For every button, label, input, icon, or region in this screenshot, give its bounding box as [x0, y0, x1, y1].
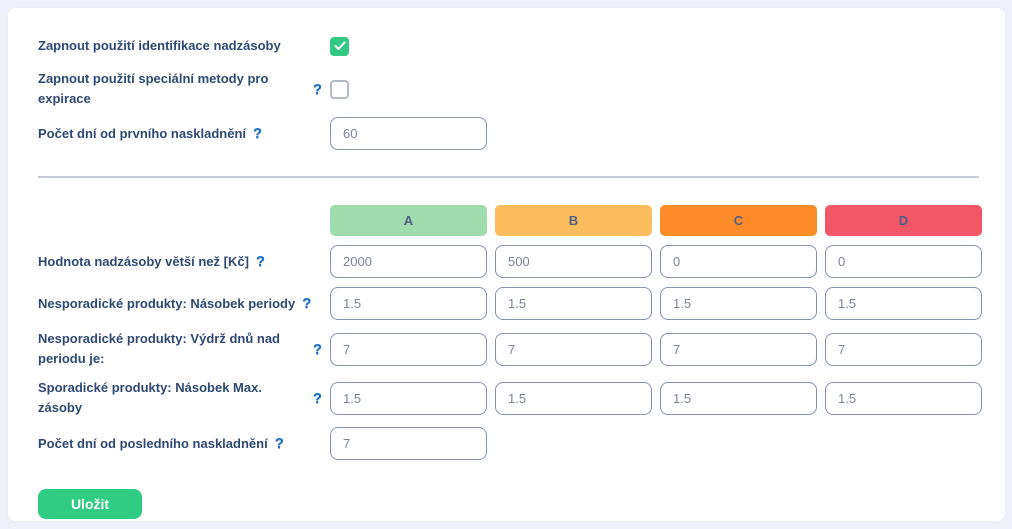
- matrix-row-label-overstock-value: Hodnota nadzásoby větší než [Kč] ?: [38, 252, 322, 272]
- overstock-value-input-d[interactable]: [825, 245, 982, 278]
- identification-toggle-label: Zapnout použití identifikace nadzásoby: [38, 36, 322, 56]
- identification-toggle-label-text: Zapnout použití identifikace nadzásoby: [38, 38, 281, 53]
- max-stock-multiple-input-c[interactable]: [660, 381, 817, 415]
- save-button[interactable]: Uložit: [38, 489, 142, 519]
- row-first-stocking-days: Počet dní od prvního naskladnění ?: [38, 117, 979, 150]
- expiration-toggle-label: Zapnout použití speciální metody pro exp…: [38, 69, 322, 109]
- help-icon[interactable]: ?: [312, 340, 322, 358]
- identification-toggle-checkbox[interactable]: [330, 36, 349, 56]
- matrix-row-label-text: Hodnota nadzásoby větší než [Kč]: [38, 253, 249, 269]
- matrix-row-label-text: Nesporadické produkty: Výdrž dnů nad per…: [38, 331, 280, 366]
- period-multiple-input-d[interactable]: [825, 287, 982, 320]
- expiration-toggle-label-text: Zapnout použití speciální metody pro exp…: [38, 71, 269, 106]
- first-stocking-days-label: Počet dní od prvního naskladnění ?: [38, 124, 322, 144]
- max-stock-multiple-input-b[interactable]: [495, 381, 652, 415]
- period-multiple-input-a[interactable]: [330, 287, 487, 320]
- empty-cell: [495, 427, 652, 460]
- matrix-row-label-last-stocking-days: Počet dní od posledního naskladnění ?: [38, 434, 322, 454]
- days-endurance-input-a[interactable]: [330, 332, 487, 366]
- overstock-value-input-c[interactable]: [660, 245, 817, 278]
- abcd-matrix: A B C D Hodnota nadzásoby větší než [Kč]…: [38, 205, 982, 460]
- matrix-row-label-days-endurance: Nesporadické produkty: Výdrž dnů nad per…: [38, 329, 322, 369]
- matrix-row-label-text: Nesporadické produkty: Násobek periody: [38, 295, 296, 311]
- help-icon[interactable]: ?: [312, 80, 322, 98]
- max-stock-multiple-input-d[interactable]: [825, 381, 982, 415]
- overstock-value-input-a[interactable]: [330, 245, 487, 278]
- max-stock-multiple-input-a[interactable]: [330, 381, 487, 415]
- section-divider: [38, 176, 979, 178]
- column-header-a: A: [330, 205, 487, 236]
- period-multiple-input-b[interactable]: [495, 287, 652, 320]
- column-header-c: C: [660, 205, 817, 236]
- matrix-row-label-text: Počet dní od posledního naskladnění: [38, 435, 268, 451]
- row-expiration-toggle: Zapnout použití speciální metody pro exp…: [38, 69, 979, 109]
- check-icon: [334, 41, 345, 50]
- days-endurance-input-d[interactable]: [825, 332, 982, 366]
- overstock-value-input-b[interactable]: [495, 245, 652, 278]
- first-stocking-days-label-text: Počet dní od prvního naskladnění: [38, 125, 247, 141]
- row-identification-toggle: Zapnout použití identifikace nadzásoby: [38, 36, 979, 56]
- empty-cell: [660, 427, 817, 460]
- expiration-toggle-checkbox[interactable]: [330, 79, 349, 99]
- column-header-d: D: [825, 205, 982, 236]
- matrix-row-label-text: Sporadické produkty: Násobek Max. zásoby: [38, 380, 262, 415]
- days-endurance-input-b[interactable]: [495, 332, 652, 366]
- help-icon[interactable]: ?: [302, 295, 312, 312]
- help-icon[interactable]: ?: [253, 125, 263, 142]
- settings-card: Zapnout použití identifikace nadzásoby Z…: [8, 8, 1005, 521]
- help-icon[interactable]: ?: [274, 435, 284, 452]
- matrix-row-label-max-stock-multiple: Sporadické produkty: Násobek Max. zásoby…: [38, 378, 322, 418]
- help-icon[interactable]: ?: [255, 253, 266, 270]
- help-icon[interactable]: ?: [312, 389, 322, 407]
- empty-cell: [825, 427, 982, 460]
- last-stocking-days-input[interactable]: [330, 427, 487, 460]
- column-header-b: B: [495, 205, 652, 236]
- period-multiple-input-c[interactable]: [660, 287, 817, 320]
- first-stocking-days-input[interactable]: [330, 117, 487, 150]
- matrix-row-label-period-multiple: Nesporadické produkty: Násobek periody ?: [38, 294, 322, 314]
- days-endurance-input-c[interactable]: [660, 332, 817, 366]
